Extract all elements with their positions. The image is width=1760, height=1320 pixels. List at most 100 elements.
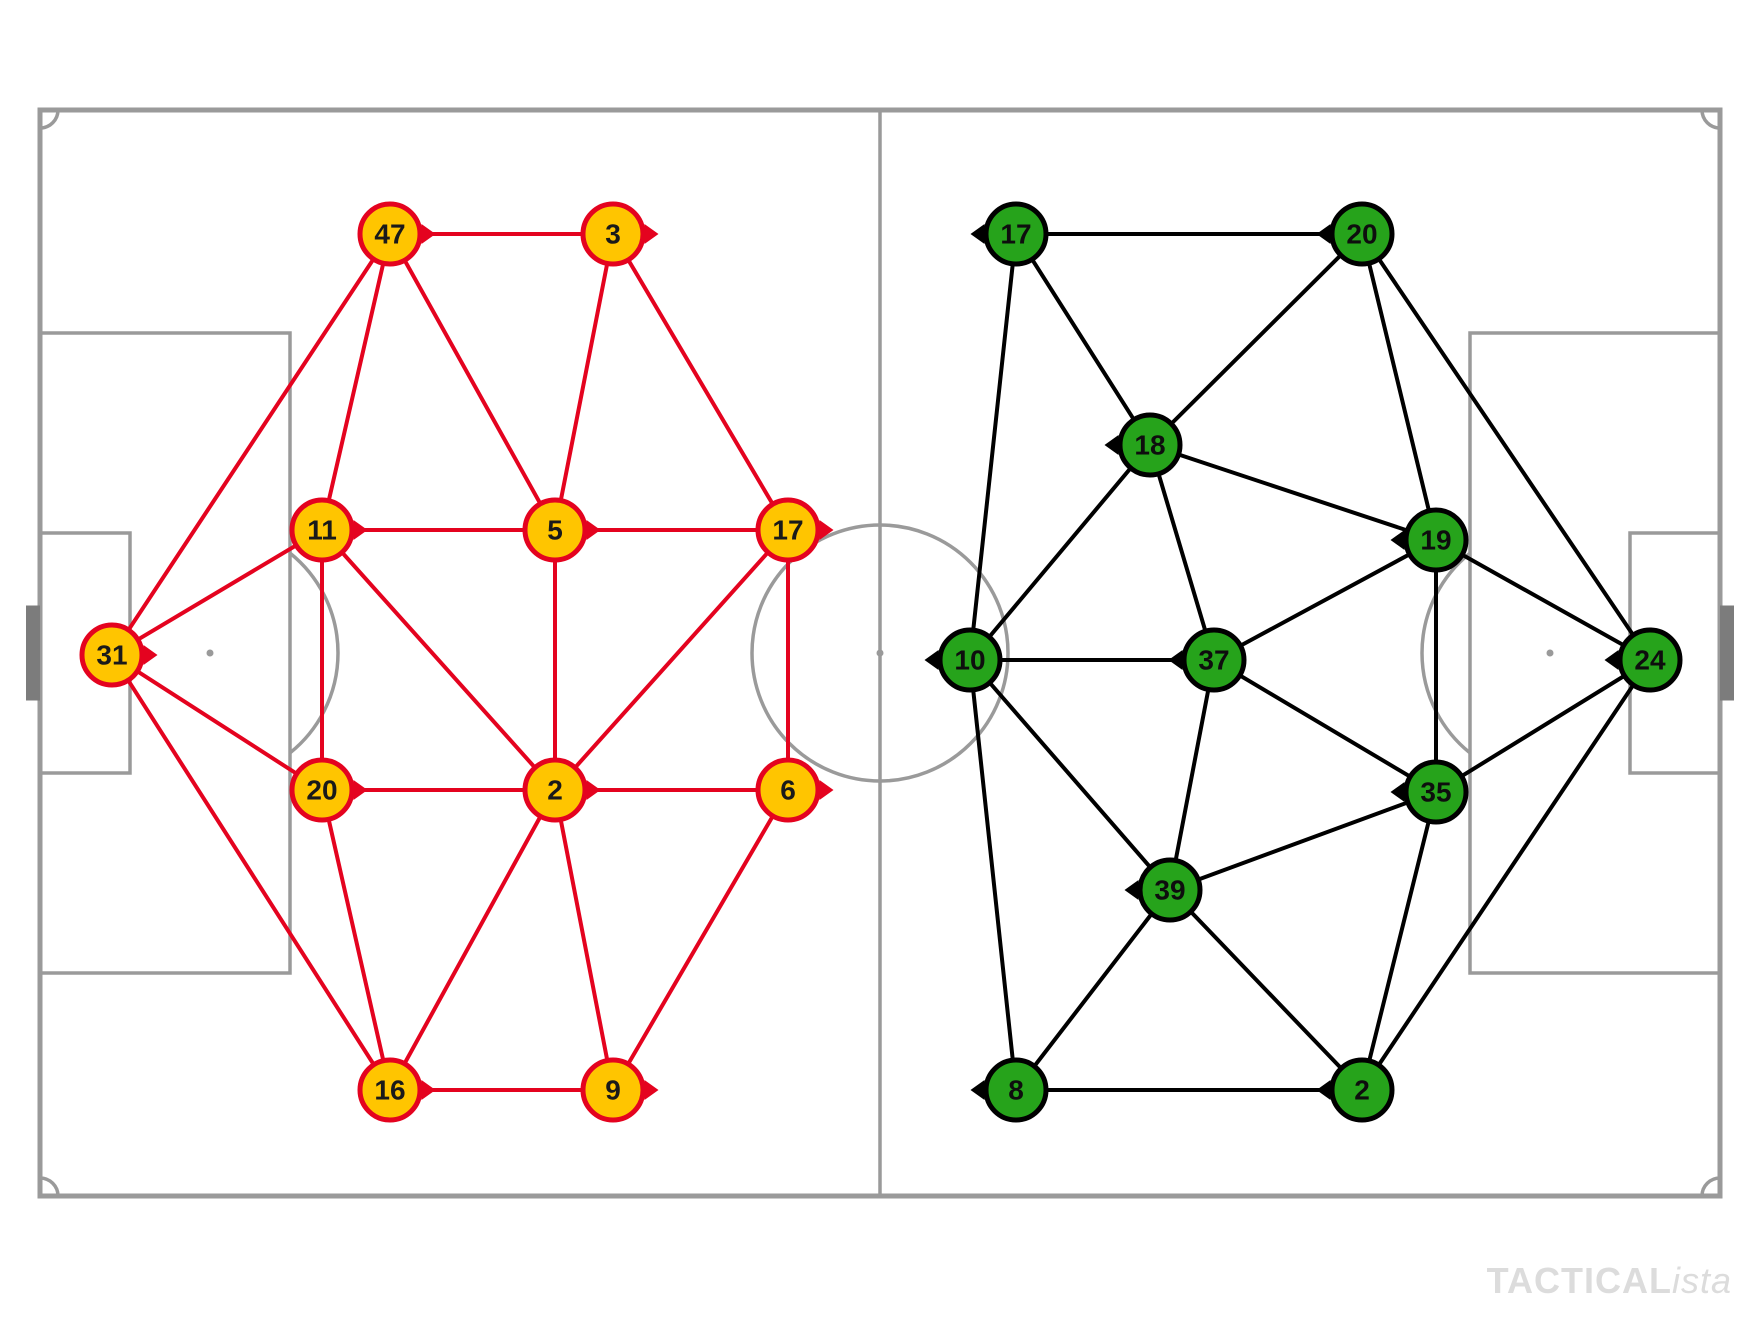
direction-arrow-icon	[1169, 650, 1183, 670]
player-number: 10	[954, 645, 985, 676]
right-penalty-arc	[1422, 553, 1470, 753]
left-edge	[322, 790, 390, 1090]
player-number: 31	[96, 640, 127, 671]
left-team-nodes: 2 3 5 6 9 11 16 17 20 31 47	[82, 204, 834, 1120]
direction-arrow-icon	[1105, 435, 1119, 455]
watermark-strong: TACTICAL	[1487, 1260, 1672, 1301]
direction-arrow-icon	[1317, 224, 1331, 244]
direction-arrow-icon	[1391, 782, 1405, 802]
player-number: 8	[1008, 1075, 1024, 1106]
right-edge	[1214, 540, 1436, 660]
direction-arrow-icon	[587, 780, 601, 800]
direction-arrow-icon	[925, 650, 939, 670]
right-player-node[interactable]: 20	[1317, 204, 1393, 264]
player-number: 16	[374, 1075, 405, 1106]
direction-arrow-icon	[1125, 880, 1139, 900]
left-player-node[interactable]: 20	[292, 760, 368, 820]
watermark: TACTICALista	[1487, 1260, 1732, 1302]
left-edge	[555, 234, 613, 530]
direction-arrow-icon	[971, 224, 985, 244]
right-edge	[1150, 445, 1436, 540]
player-number: 20	[1346, 219, 1377, 250]
right-edge	[1214, 660, 1436, 792]
left-player-node[interactable]: 3	[583, 204, 659, 264]
right-edge	[1362, 234, 1650, 660]
right-edge	[1362, 792, 1436, 1090]
player-number: 18	[1134, 430, 1165, 461]
direction-arrow-icon	[1391, 530, 1405, 550]
left-player-node[interactable]: 5	[525, 500, 601, 560]
pitch-svg: 2356911161720314728101718192024353739	[0, 0, 1760, 1320]
left-player-node[interactable]: 47	[360, 204, 436, 264]
left-edge	[555, 790, 613, 1090]
right-player-node[interactable]: 8	[971, 1060, 1047, 1120]
left-goal	[26, 606, 40, 701]
direction-arrow-icon	[971, 1080, 985, 1100]
player-number: 17	[1000, 219, 1031, 250]
direction-arrow-icon	[820, 780, 834, 800]
center-spot	[877, 650, 884, 657]
left-edge	[390, 790, 555, 1090]
right-player-node[interactable]: 39	[1125, 860, 1201, 920]
right-edge	[1362, 660, 1650, 1090]
direction-arrow-icon	[354, 780, 368, 800]
left-player-node[interactable]: 11	[292, 500, 368, 560]
right-edge	[1362, 234, 1436, 540]
right-edge	[1436, 660, 1650, 792]
right-team-edges	[970, 234, 1650, 1090]
tactics-diagram: 2356911161720314728101718192024353739 TA…	[0, 0, 1760, 1320]
player-number: 24	[1634, 645, 1666, 676]
right-edge	[1170, 890, 1362, 1090]
right-goal	[1720, 606, 1734, 701]
right-player-node[interactable]: 10	[925, 630, 1001, 690]
player-number: 47	[374, 219, 405, 250]
right-penalty-spot	[1547, 650, 1554, 657]
left-edge	[322, 234, 390, 530]
left-player-node[interactable]: 17	[758, 500, 834, 560]
right-player-node[interactable]: 19	[1391, 510, 1467, 570]
right-player-node[interactable]: 18	[1105, 415, 1181, 475]
right-edge	[970, 445, 1150, 660]
corner-arc-bl	[40, 1178, 58, 1196]
player-number: 2	[1354, 1075, 1370, 1106]
left-player-node[interactable]: 16	[360, 1060, 436, 1120]
direction-arrow-icon	[587, 520, 601, 540]
left-edge	[613, 234, 788, 530]
right-edge	[1436, 540, 1650, 660]
corner-arc-br	[1702, 1178, 1720, 1196]
left-edge	[112, 234, 390, 655]
left-edge	[322, 530, 555, 790]
player-number: 20	[306, 775, 337, 806]
left-penalty-arc	[290, 553, 338, 753]
right-edge	[1170, 792, 1436, 890]
left-penalty-spot	[207, 650, 214, 657]
player-number: 17	[772, 515, 803, 546]
player-number: 2	[547, 775, 563, 806]
player-number: 19	[1420, 525, 1451, 556]
right-edge	[1170, 660, 1214, 890]
right-edge	[1016, 890, 1170, 1090]
player-number: 37	[1198, 645, 1229, 676]
left-player-node[interactable]: 9	[583, 1060, 659, 1120]
right-edge	[970, 660, 1170, 890]
corner-arc-tl	[40, 110, 58, 128]
direction-arrow-icon	[645, 1080, 659, 1100]
watermark-light: ista	[1672, 1260, 1732, 1301]
right-edge	[1150, 234, 1362, 445]
player-number: 6	[780, 775, 796, 806]
right-edge	[970, 660, 1016, 1090]
direction-arrow-icon	[422, 224, 436, 244]
player-number: 11	[307, 515, 337, 546]
left-player-node[interactable]: 2	[525, 760, 601, 820]
right-edge	[1016, 234, 1150, 445]
right-penalty-box	[1470, 333, 1720, 973]
player-number: 3	[605, 219, 621, 250]
right-player-node[interactable]: 2	[1317, 1060, 1393, 1120]
left-edge	[112, 655, 390, 1090]
left-edge	[390, 234, 555, 530]
player-number: 39	[1154, 875, 1185, 906]
right-player-node[interactable]: 37	[1169, 630, 1245, 690]
right-player-node[interactable]: 17	[971, 204, 1047, 264]
direction-arrow-icon	[354, 520, 368, 540]
direction-arrow-icon	[144, 645, 158, 665]
